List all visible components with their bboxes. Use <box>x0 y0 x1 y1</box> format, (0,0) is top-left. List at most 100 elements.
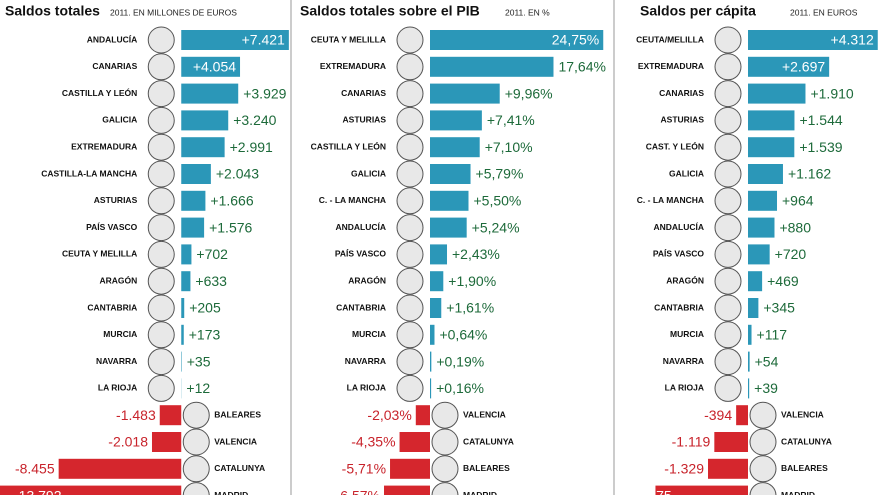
flag <box>396 133 424 161</box>
bar <box>748 351 750 372</box>
value-label: +1.539 <box>799 139 842 155</box>
bar <box>430 190 469 211</box>
bar <box>181 30 289 50</box>
category-label: C. - LA MANCHA <box>637 195 704 205</box>
value-label: +469 <box>767 273 799 289</box>
flag <box>182 482 210 495</box>
bar <box>181 324 184 345</box>
category-label: C. - LA MANCHA <box>319 195 386 205</box>
category-label: CEUTA Y MELILLA <box>62 249 137 259</box>
bar <box>430 217 467 238</box>
bar <box>181 244 192 265</box>
bar <box>748 378 750 399</box>
bar <box>181 110 229 131</box>
flag <box>396 321 424 349</box>
value-label: +12 <box>186 380 210 396</box>
category-label: EXTREMADURA <box>638 61 704 71</box>
category-label: NAVARRA <box>96 356 137 366</box>
value-label: -394 <box>704 407 732 423</box>
value-label: +0,19% <box>436 353 484 369</box>
chart-subtitle: 2011. EN EUROS <box>790 7 858 17</box>
flag <box>431 401 459 429</box>
category-label: ANDALUCÍA <box>335 222 386 232</box>
value-label: -2.018 <box>108 434 148 450</box>
category-label: GALICIA <box>102 115 137 125</box>
value-label: +345 <box>763 300 795 316</box>
category-label: CATALUNYA <box>781 436 832 446</box>
value-label: +35 <box>187 353 211 369</box>
category-label: ASTURIAS <box>94 195 138 205</box>
bar <box>748 83 806 104</box>
flag <box>147 133 175 161</box>
panel: Saldos per cápita 2011. EN EUROS CEUTA/MEL… <box>632 3 878 495</box>
bar <box>748 244 770 265</box>
category-label: ASTURIAS <box>343 115 387 125</box>
category-label: LA RIOJA <box>665 383 704 393</box>
flag <box>714 160 742 188</box>
category-label: CEUTA Y MELILLA <box>311 34 386 44</box>
bar <box>430 56 554 77</box>
bar <box>430 137 480 158</box>
flag <box>182 401 210 429</box>
category-label: EXTREMADURA <box>320 61 386 71</box>
category-label: CASTILLA Y LEÓN <box>62 87 137 98</box>
panel: Saldos totales sobre el PIB 2011. EN % CEU… <box>300 3 606 495</box>
category-label: ARAGÓN <box>348 274 386 285</box>
flag <box>749 482 777 495</box>
flag <box>182 455 210 483</box>
value-label: +720 <box>775 246 807 262</box>
category-label: BALEARES <box>781 463 828 473</box>
category-label: CANARIAS <box>92 61 137 71</box>
value-label: +964 <box>782 193 814 209</box>
bar <box>430 164 471 184</box>
category-label: BALEARES <box>463 463 510 473</box>
bar <box>748 56 830 77</box>
flag <box>714 321 742 349</box>
flag <box>396 267 424 295</box>
value-label: -1.329 <box>664 461 704 477</box>
flag <box>147 348 175 376</box>
bar <box>748 137 795 158</box>
value-label: +5,24% <box>472 219 520 235</box>
bar <box>399 432 430 452</box>
value-label: -1.483 <box>116 407 156 423</box>
category-label: ASTURIAS <box>661 115 705 125</box>
flag <box>182 428 210 456</box>
value-label: +633 <box>195 273 227 289</box>
flag <box>396 214 424 242</box>
value-label: +117 <box>757 327 788 343</box>
bar <box>181 164 211 184</box>
bar <box>181 56 241 77</box>
bar <box>58 458 182 479</box>
flag <box>147 267 175 295</box>
category-label: MADRID <box>214 490 248 495</box>
bar <box>181 190 206 211</box>
bar <box>430 244 448 265</box>
flag <box>396 374 424 402</box>
flag <box>714 294 742 322</box>
bar <box>0 485 182 495</box>
flag <box>396 187 424 215</box>
bar <box>181 217 205 238</box>
flag <box>714 26 742 54</box>
chart-title: Saldos per cápita <box>640 3 756 19</box>
value-label: +2.043 <box>216 166 259 182</box>
value-label: +3.929 <box>243 85 286 101</box>
bar <box>430 30 604 50</box>
flag <box>749 455 777 483</box>
value-label: +1,61% <box>446 300 494 316</box>
bar <box>430 378 432 399</box>
flag <box>396 294 424 322</box>
flag <box>396 26 424 54</box>
value-label: +0,64% <box>439 327 487 343</box>
value-label: +2.991 <box>230 139 273 155</box>
value-label: +1.162 <box>788 166 831 182</box>
flag <box>396 348 424 376</box>
bar <box>384 485 430 495</box>
chart-subtitle: 2011. EN % <box>505 7 550 17</box>
value-label: +5,50% <box>474 193 522 209</box>
bar <box>181 271 191 292</box>
flag <box>147 321 175 349</box>
value-label: +0,16% <box>436 380 484 396</box>
value-label: -13.792 <box>14 487 62 495</box>
